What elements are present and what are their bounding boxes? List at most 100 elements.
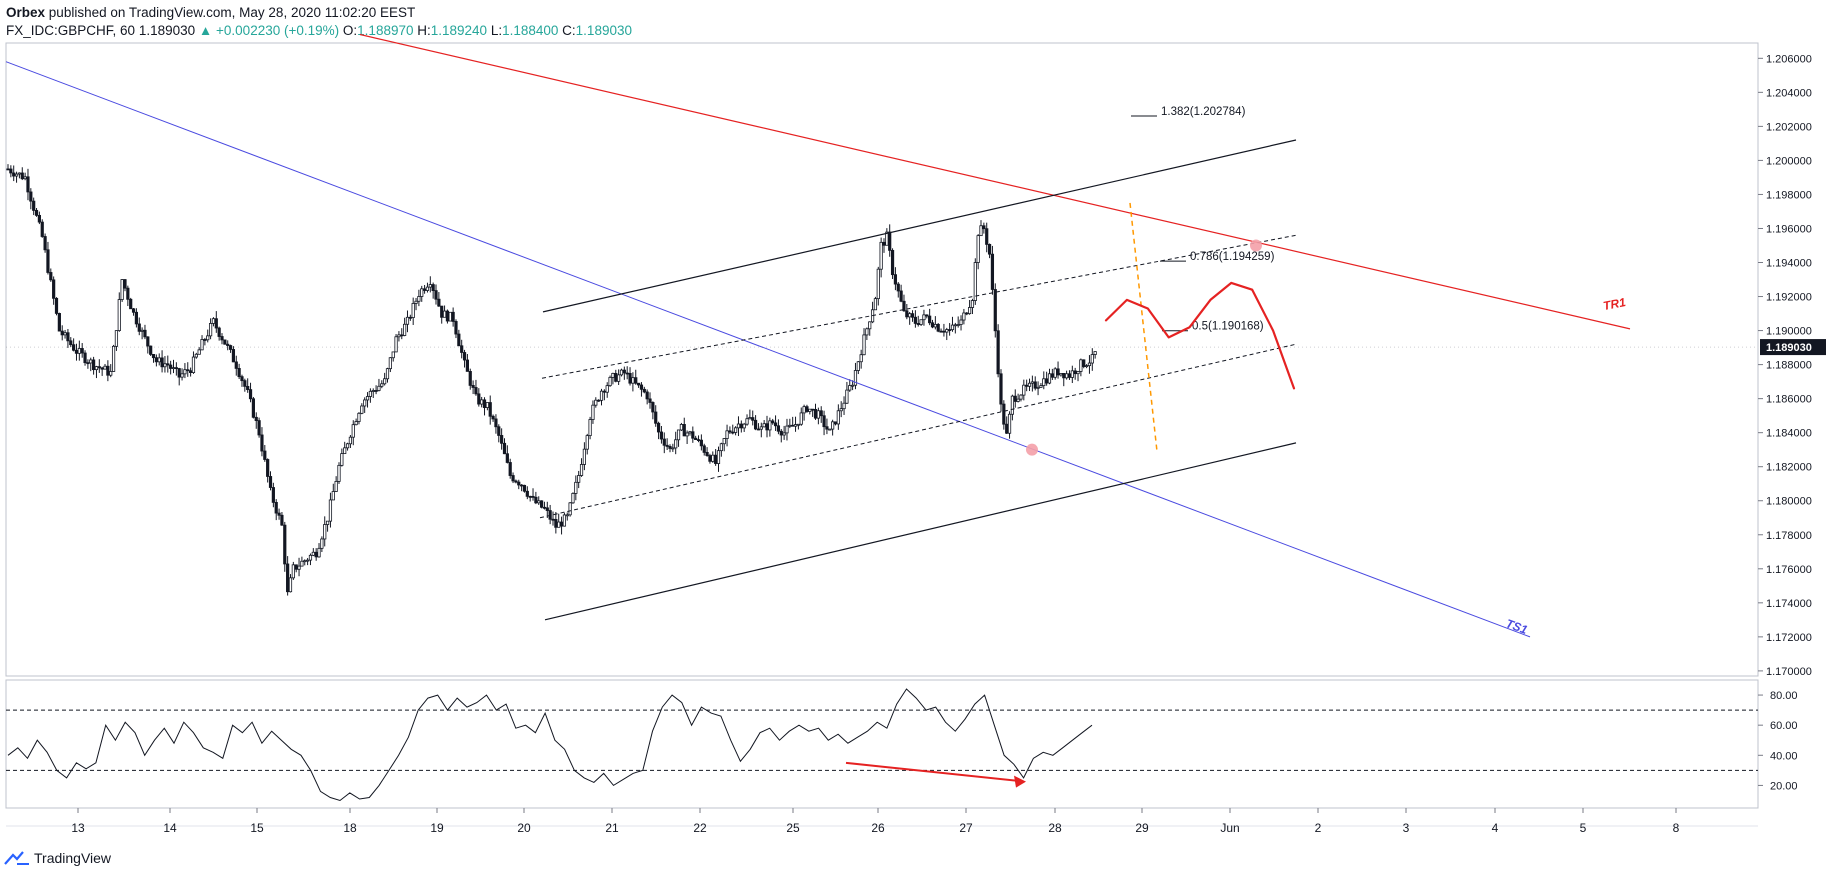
candle: [66, 332, 70, 342]
x-tick-label: 25: [786, 821, 800, 835]
candle: [77, 348, 81, 354]
candle: [288, 577, 293, 593]
candle: [183, 369, 187, 375]
candle: [400, 334, 404, 337]
candle: [1033, 381, 1037, 389]
candle: [363, 399, 367, 407]
candle: [163, 363, 167, 368]
ohlc-close-value: 1.189030: [575, 23, 632, 38]
candle: [599, 390, 604, 401]
candle: [468, 371, 472, 386]
fib-level-label: 0.5(1.190168): [1192, 321, 1264, 333]
candle: [768, 420, 772, 431]
candle: [819, 410, 823, 417]
candle: [928, 315, 932, 324]
candle: [896, 283, 900, 292]
last-price: 1.189030: [138, 23, 196, 38]
candle: [383, 378, 387, 385]
candle: [357, 412, 361, 422]
y-tick-label: 1.186000: [1766, 394, 1812, 406]
candle: [776, 425, 781, 432]
channel-mid-low-line[interactable]: [539, 343, 1297, 519]
candle: [716, 450, 721, 464]
candle: [913, 316, 917, 324]
candle: [771, 420, 775, 424]
author[interactable]: Orbex: [6, 5, 46, 20]
footer: TradingView: [4, 850, 111, 866]
candle: [945, 329, 949, 333]
candle: [120, 279, 124, 300]
candle: [437, 298, 441, 307]
candle: [240, 376, 244, 382]
candle: [348, 436, 353, 445]
candle: [1093, 351, 1097, 355]
ohlc-high-label: H:: [417, 23, 431, 38]
x-tick-label: 4: [1492, 821, 1499, 835]
candle: [394, 336, 398, 353]
candle: [979, 225, 983, 237]
rsi-tick-label: 20.00: [1770, 780, 1798, 792]
fib-extension-line[interactable]: [1129, 202, 1158, 452]
candle: [948, 329, 952, 331]
candle: [805, 406, 809, 412]
divergence-arrow[interactable]: [845, 761, 1019, 782]
candle: [719, 443, 723, 452]
candle: [385, 368, 390, 380]
candle: [1047, 373, 1052, 384]
candle: [925, 314, 929, 317]
rsi-line[interactable]: [7, 688, 1093, 802]
candle: [828, 428, 832, 431]
candle: [605, 385, 609, 393]
candle: [103, 365, 107, 370]
candle: [405, 316, 410, 325]
candle: [380, 383, 384, 387]
channel-lower-line[interactable]: [544, 442, 1297, 621]
symbol[interactable]: FX_IDC:GBPCHF, 60: [6, 23, 136, 38]
candle: [856, 361, 860, 371]
candle: [1027, 382, 1032, 387]
candle: [391, 351, 395, 359]
candle: [388, 357, 392, 370]
candle: [268, 476, 273, 488]
candle: [905, 310, 909, 318]
candle: [1005, 423, 1009, 434]
candle: [323, 524, 327, 540]
candle: [508, 462, 512, 476]
candle: [748, 417, 752, 420]
touch-marker: [1026, 443, 1038, 456]
candle: [708, 455, 712, 462]
candle: [314, 551, 318, 558]
candle: [836, 410, 840, 425]
candle: [482, 399, 487, 408]
candle: [793, 424, 798, 427]
candle: [545, 507, 549, 511]
candle: [522, 484, 527, 492]
channel-mid-high-line[interactable]: [541, 234, 1297, 379]
candle: [208, 323, 213, 337]
trendline-tr1[interactable]: [359, 33, 1631, 330]
candle: [234, 361, 238, 369]
candle: [1062, 373, 1066, 379]
projection-path[interactable]: [1104, 281, 1296, 390]
candle: [674, 439, 678, 449]
trendline-ts1[interactable]: [5, 61, 1531, 638]
candle: [930, 322, 935, 328]
ohlc-high-value: 1.189240: [430, 23, 488, 38]
candle: [848, 385, 852, 391]
candle: [237, 368, 241, 378]
x-tick-label: 22: [693, 821, 707, 835]
candle: [417, 296, 421, 302]
candle: [26, 176, 30, 193]
candle: [816, 410, 820, 419]
brand[interactable]: TradingView: [34, 850, 112, 866]
channel-upper-line[interactable]: [542, 139, 1297, 313]
candle: [734, 427, 738, 433]
y-tick-label: 1.188000: [1766, 360, 1812, 372]
candle: [397, 334, 401, 338]
x-tick-label: 15: [250, 821, 264, 835]
rsi-tick-label: 80.00: [1770, 690, 1798, 702]
candle: [916, 323, 920, 325]
candle: [765, 423, 769, 431]
candle: [320, 538, 324, 549]
